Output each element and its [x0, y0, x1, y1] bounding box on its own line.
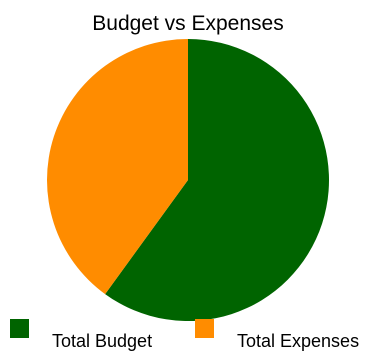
legend-label-total-budget: Total Budget: [52, 331, 152, 351]
legend-swatch-total-budget: [10, 319, 29, 338]
pie-slice-total-budget: [105, 39, 329, 321]
pie-slices: [46, 39, 329, 321]
legend-label-total-expenses: Total Expenses: [237, 331, 359, 351]
legend-swatch-total-expenses: [195, 319, 214, 338]
legend: Total Budget Total Expenses: [10, 319, 359, 351]
pie-slice-total-expenses: [46, 39, 189, 295]
chart-title: Budget vs Expenses: [92, 12, 283, 35]
